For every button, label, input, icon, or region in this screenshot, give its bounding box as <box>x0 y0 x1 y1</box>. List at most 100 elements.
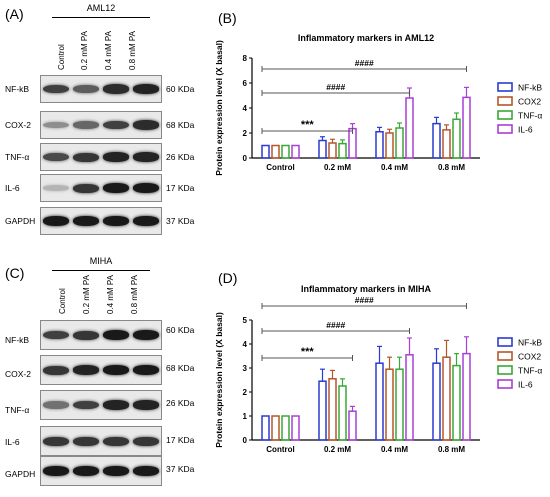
blot-group-line <box>52 270 150 271</box>
blot-band <box>43 216 69 226</box>
blot-kda-label: 60 KDa <box>166 325 195 335</box>
blot-strip <box>40 390 162 420</box>
blot-band <box>43 436 69 446</box>
blot-band <box>43 84 69 94</box>
blot-marker-label: COX-2 <box>5 120 31 130</box>
blot-band <box>103 84 129 94</box>
blot-band <box>73 436 99 446</box>
bar <box>442 356 451 441</box>
bar <box>348 410 357 441</box>
blot-band <box>133 120 159 130</box>
blot-band <box>103 365 129 375</box>
blot-marker-label: NF-kB <box>5 84 30 94</box>
blot-kda-label: 17 KDa <box>166 435 195 445</box>
blot-marker-label: TNF-α <box>5 405 30 415</box>
blot-band <box>43 121 69 129</box>
legend-label: COX2 <box>518 352 541 362</box>
bar <box>318 139 327 159</box>
bar <box>462 96 471 159</box>
legend-swatch <box>497 82 513 92</box>
bar <box>462 352 471 441</box>
bar <box>291 415 300 441</box>
blot-band <box>43 330 69 340</box>
blot-kda-label: 68 KDa <box>166 363 195 373</box>
bar <box>385 132 394 159</box>
significance-label: #### <box>326 320 345 330</box>
bar <box>395 368 404 441</box>
blot-band <box>73 121 99 129</box>
blot-band <box>73 85 99 93</box>
chart-title: Inflammatory markers in AML12 <box>298 33 434 43</box>
blot-condition-label: 0.2 mM PA <box>80 31 89 70</box>
bar <box>405 354 414 441</box>
legend-swatch <box>497 96 513 106</box>
blot-strip <box>40 174 162 202</box>
legend-label: NF-kB <box>518 338 542 348</box>
x-tick-label: 0.8 mM <box>438 445 465 454</box>
blot-band <box>73 365 99 375</box>
blot-band <box>133 183 159 193</box>
blot-band <box>133 365 159 375</box>
blot-band <box>73 216 99 226</box>
blot-band <box>103 183 129 193</box>
blot-kda-label: 68 KDa <box>166 120 195 130</box>
blot-band <box>133 400 159 410</box>
blot-band <box>133 152 159 162</box>
bar-chart-aml12: Inflammatory markers in AML12 Protein exp… <box>214 33 542 176</box>
blot-kda-label: 37 KDa <box>166 464 195 474</box>
x-tick-label: 0.4 mM <box>381 445 408 454</box>
blot-band <box>73 466 99 476</box>
y-tick-label: 0 <box>243 436 248 445</box>
bar <box>442 129 451 159</box>
blot-kda-label: 60 KDa <box>166 84 195 94</box>
bar <box>318 380 327 441</box>
legend-swatch <box>497 124 513 134</box>
significance-label: *** <box>301 119 315 131</box>
blot-kda-label: 26 KDa <box>166 152 195 162</box>
significance-label: *** <box>301 346 315 358</box>
bar <box>281 415 290 441</box>
bar <box>338 142 347 159</box>
blot-marker-label: IL-6 <box>5 437 20 447</box>
y-tick-label: 2 <box>243 388 248 397</box>
chart-title: Inflammatory markers in MIHA <box>301 284 432 294</box>
x-tick-label: Control <box>266 445 294 454</box>
bar <box>261 144 270 159</box>
bar <box>328 142 337 159</box>
blot-band <box>133 466 159 476</box>
blot-condition-label: Control <box>57 44 66 70</box>
blot-band <box>43 152 69 162</box>
bar <box>375 362 384 441</box>
bar <box>395 127 404 159</box>
blot-band <box>103 330 129 340</box>
x-tick-label: 0.2 mM <box>324 445 351 454</box>
y-tick-label: 2 <box>243 129 248 138</box>
blot-condition-label: Control <box>58 288 67 314</box>
legend-swatch <box>497 365 513 375</box>
bar <box>432 362 441 441</box>
legend-swatch <box>497 110 513 120</box>
legend-label: IL-6 <box>518 380 533 390</box>
blot-group-title: MIHA <box>89 256 113 266</box>
blot-band <box>73 183 99 193</box>
legend-swatch <box>497 379 513 389</box>
blot-band <box>43 401 69 409</box>
legend-label: IL-6 <box>518 125 533 135</box>
blot-marker-label: GAPDH <box>5 469 36 479</box>
blot-band <box>103 216 129 226</box>
blot-band <box>103 120 129 130</box>
blot-group-title: AML12 <box>86 3 116 13</box>
panel-label-c: (C) <box>5 265 25 281</box>
bar <box>405 97 414 159</box>
blot-band <box>133 216 159 226</box>
blot-band <box>43 185 69 191</box>
blot-condition-label: 0.8 mM PA <box>128 31 137 70</box>
blot-condition-label: 0.4 mM PA <box>106 275 115 314</box>
x-tick-label: 0.4 mM <box>381 163 408 172</box>
blot-strip <box>40 111 162 139</box>
blot-strip <box>40 355 162 385</box>
blot-condition-label: 0.8 mM PA <box>130 275 139 314</box>
bar-chart-miha: Inflammatory markers in MIHA Protein expr… <box>214 284 542 454</box>
bar <box>385 368 394 441</box>
x-tick-label: 0.8 mM <box>438 163 465 172</box>
